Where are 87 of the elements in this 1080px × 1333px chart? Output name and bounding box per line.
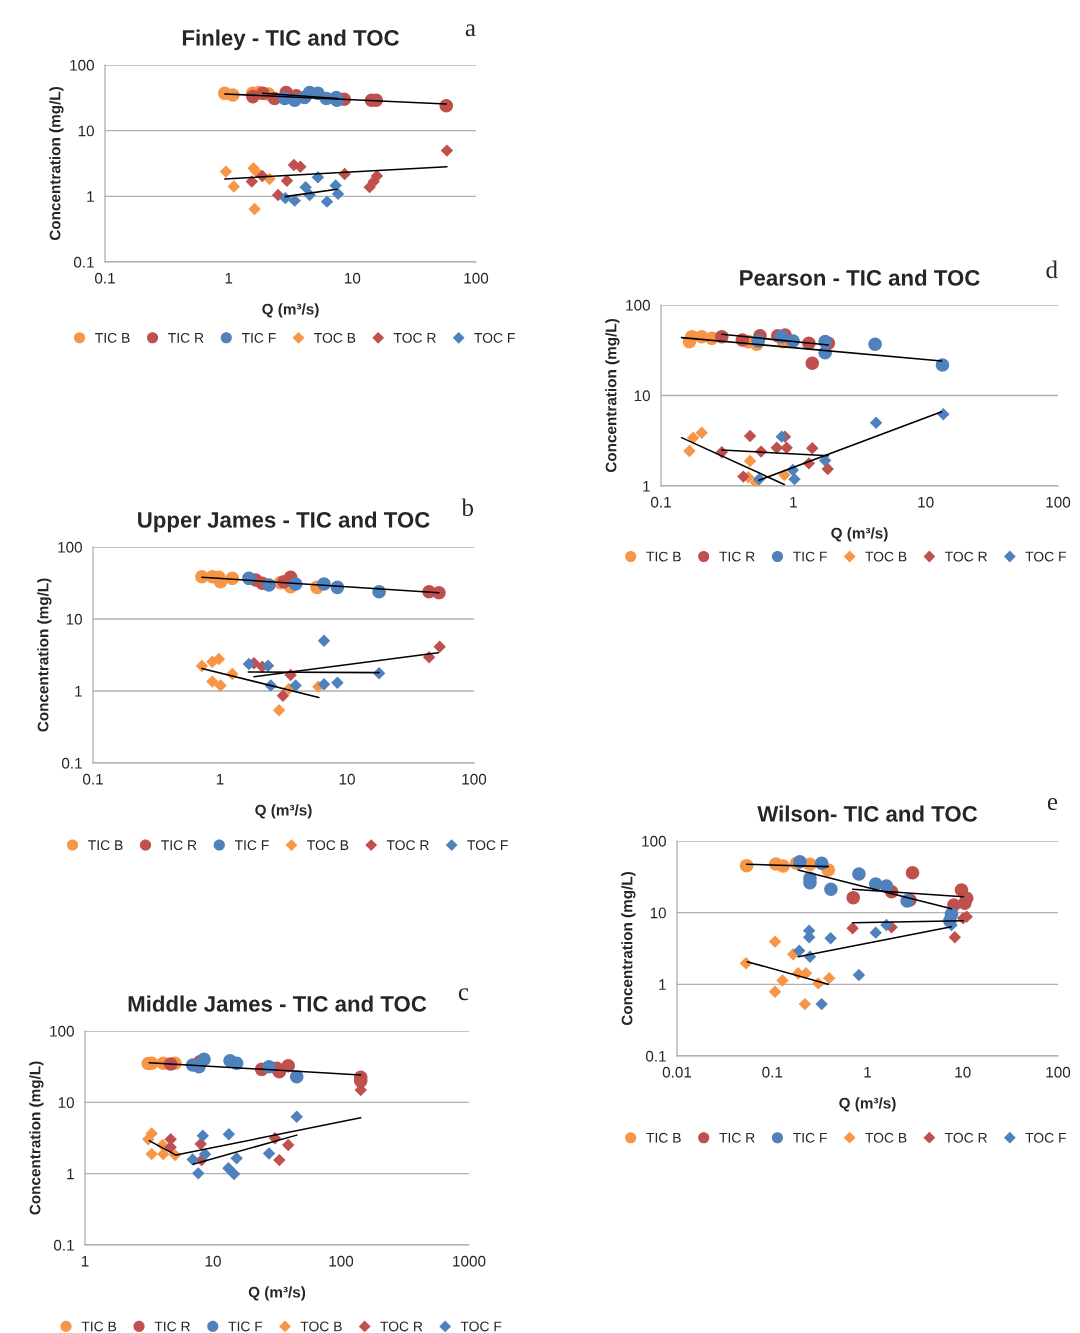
x-axis-title: Q (m³/s) <box>248 1286 306 1301</box>
x-tick-label: 0.1 <box>94 272 115 284</box>
legend-label: TIC F <box>793 551 827 562</box>
legend-label: TOC F <box>1025 1132 1066 1143</box>
legend-label: TIC R <box>154 1321 190 1332</box>
y-axis-title: Concentration (mg/L) <box>605 319 620 473</box>
y-tick-label: 10 <box>650 907 666 919</box>
legend-label: TOC F <box>460 1321 502 1332</box>
legend-label: TOC R <box>386 840 429 851</box>
text: e <box>1047 798 1058 811</box>
legend-label: TIC B <box>88 840 123 851</box>
legend-label: TIC F <box>234 840 269 851</box>
chart-title: Pearson - TIC and TOC <box>740 269 980 286</box>
legend-label: TOC B <box>307 840 349 851</box>
legend-label: TOC R <box>944 1132 987 1143</box>
x-tick-label: 100 <box>462 773 487 785</box>
x-tick-label: 1 <box>864 1066 871 1078</box>
y-tick-label: 1 <box>67 1168 74 1180</box>
text: a <box>465 24 476 37</box>
y-tick-label: 100 <box>626 299 650 311</box>
y-tick-label: 1 <box>643 481 650 492</box>
legend-label: TOC R <box>944 551 987 562</box>
x-tick-label: 0.1 <box>762 1066 783 1078</box>
chart-title: Middle James - TIC and TOC <box>128 995 427 1012</box>
legend-label: TOC R <box>393 332 436 343</box>
legend-label: TOC F <box>474 332 515 343</box>
y-tick-label: 1 <box>87 191 94 202</box>
x-tick-label: 10 <box>205 1255 221 1267</box>
x-tick-label: 100 <box>1046 496 1071 508</box>
legend-label: TOC F <box>467 840 508 851</box>
x-axis-title: Q (m³/s) <box>255 804 312 819</box>
x-tick-label: 10 <box>339 773 355 785</box>
y-tick-label: 1 <box>659 979 666 990</box>
legend-label: TOC B <box>300 1321 342 1332</box>
y-tick-label: 0.1 <box>645 1050 666 1062</box>
x-tick-label: 100 <box>464 272 489 284</box>
text: c <box>458 988 469 1001</box>
legend-label: TIC B <box>81 1321 117 1332</box>
legend-label: TIC F <box>241 332 276 343</box>
y-axis-title: Concentration (mg/L) <box>37 578 52 732</box>
y-tick-label: 1 <box>75 686 82 697</box>
text: d <box>1046 260 1058 279</box>
y-tick-label: 0.1 <box>53 1239 74 1251</box>
y-tick-label: 0.1 <box>61 757 82 769</box>
y-axis-title: Concentration (mg/L) <box>29 1061 44 1215</box>
legend-label: TOC B <box>314 332 356 343</box>
legend-label: TIC R <box>161 840 197 851</box>
y-tick-label: 10 <box>66 613 82 625</box>
x-tick-label: 10 <box>345 272 361 284</box>
chart-title: Finley - TIC and TOC <box>182 29 399 51</box>
legend-label: TIC B <box>95 332 130 343</box>
x-tick-label: 100 <box>1046 1066 1071 1078</box>
legend-label: TIC R <box>719 1132 755 1143</box>
y-tick-label: 10 <box>78 125 94 137</box>
x-axis-title: Q (m³/s) <box>839 1097 896 1112</box>
chart-title: Wilson- TIC and TOC <box>757 805 978 822</box>
y-tick-label: 10 <box>58 1097 74 1109</box>
legend-label: TOC B <box>865 551 907 562</box>
x-axis-title: Q (m³/s) <box>831 527 888 542</box>
x-tick-label: 1000 <box>453 1255 486 1267</box>
legend-label: TOC R <box>380 1321 423 1332</box>
legend-label: TOC B <box>865 1132 907 1143</box>
y-tick-label: 10 <box>634 390 650 402</box>
y-axis-title: Concentration (mg/L) <box>49 87 64 241</box>
x-tick-label: 1 <box>225 272 233 284</box>
y-tick-label: 100 <box>58 541 82 553</box>
legend-label: TIC R <box>168 332 204 343</box>
text: b <box>461 498 474 516</box>
y-axis-title: Concentration (mg/L) <box>621 872 636 1026</box>
x-tick-label: 10 <box>918 496 934 508</box>
x-tick-label: 10 <box>955 1066 971 1078</box>
x-tick-label: 1 <box>216 773 224 785</box>
y-tick-label: 100 <box>70 59 94 71</box>
x-tick-label: 100 <box>329 1255 354 1267</box>
legend-label: TOC F <box>1025 551 1066 562</box>
y-tick-label: 0.1 <box>73 256 94 268</box>
chart-title: Upper James - TIC and TOC <box>138 511 430 533</box>
y-tick-label: 100 <box>50 1025 74 1037</box>
legend-label: TIC B <box>646 1132 681 1143</box>
y-tick-label: 100 <box>642 835 666 847</box>
legend-label: TIC B <box>646 551 681 562</box>
x-tick-label: 1 <box>790 496 797 508</box>
legend-label: TIC R <box>719 551 755 562</box>
x-tick-label: 0.01 <box>662 1066 692 1078</box>
legend-label: TIC F <box>228 1321 263 1332</box>
x-axis-title: Q (m³/s) <box>262 303 319 318</box>
legend-label: TIC F <box>793 1132 827 1143</box>
